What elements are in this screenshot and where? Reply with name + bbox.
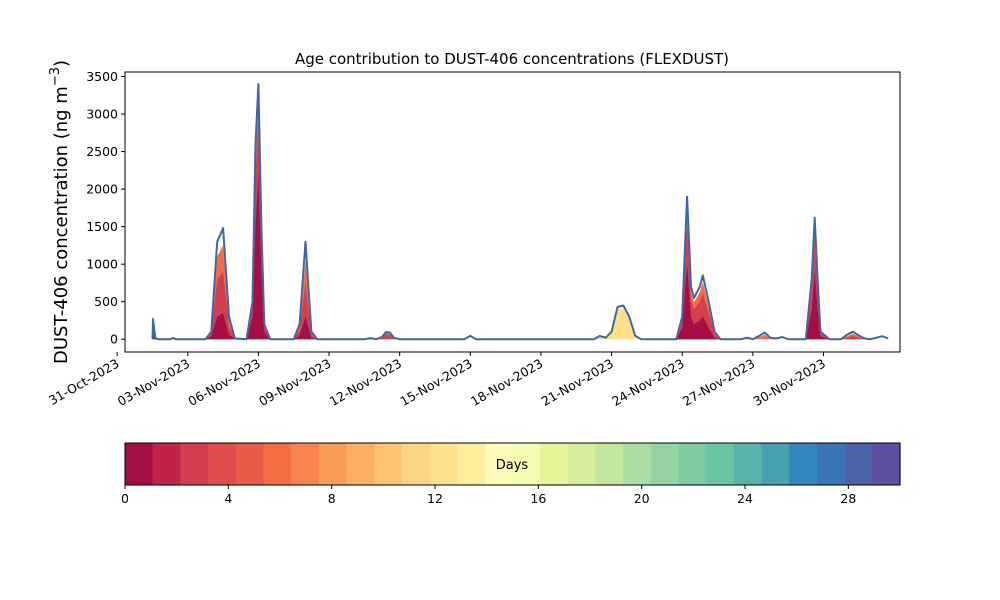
y-tick-label: 1500 [86,219,118,234]
colorbar-frame [124,442,901,486]
colorbar-ticks: 0 4 8 12 16 20 24 28 [121,485,856,506]
plot-areas [151,83,889,341]
age-band-area-3 [593,307,641,340]
colorbar-swatch [263,443,292,485]
y-axis-label: DUST-406 concentration (ng m−3) [48,60,72,364]
colorbar-swatch [540,443,569,485]
x-ticks: 31-Oct-202303-Nov-202306-Nov-202309-Nov-… [46,352,828,409]
total-concentration-line [151,83,889,341]
colorbar-tick-label: 4 [224,491,232,506]
colorbar-swatch [844,443,873,485]
y-tick-label: 1000 [86,257,118,272]
x-tick-label: 03-Nov-2023 [115,356,192,409]
colorbar-swatch [761,443,790,485]
y-tick-label: 3500 [86,69,118,84]
colorbar-label: Days [496,458,529,473]
colorbar-tick-label: 16 [530,491,546,506]
y-tick-label: 500 [94,294,118,309]
y-axis-label-main: DUST-406 concentration (ng m [51,86,72,364]
y-ticks: 0 500 1000 1500 2000 2500 3000 3500 [86,69,125,347]
y-tick-label: 2000 [86,182,118,197]
age-band-area-0 [152,174,830,340]
y-axis-label-close: ) [51,60,72,67]
colorbar-swatch [623,443,652,485]
colorbar-swatch [733,443,763,485]
y-tick-label: 3000 [86,107,118,122]
colorbar-swatch [318,443,348,485]
colorbar-tick-label: 28 [840,491,856,506]
colorbar-swatch [235,443,264,485]
x-tick-label: 24-Nov-2023 [609,356,686,409]
y-tick-label: 2500 [86,144,118,159]
colorbar-swatch [567,443,597,485]
colorbar-tick-label: 8 [328,491,336,506]
x-tick-label: 27-Nov-2023 [680,356,757,409]
colorbar-swatch [816,443,846,485]
plot-frame [124,71,901,353]
x-tick-label: 09-Nov-2023 [256,356,333,409]
colorbar-tick-label: 0 [121,491,129,506]
colorbar-swatch [789,443,818,485]
y-tick-label: 0 [110,332,118,347]
chart-title: Age contribution to DUST-406 concentrati… [295,50,729,68]
colorbar-tick-label: 24 [737,491,753,506]
x-tick-label: 06-Nov-2023 [185,356,262,409]
colorbar-swatch [401,443,431,485]
x-tick-label: 21-Nov-2023 [539,356,616,409]
colorbar-swatch [678,443,707,485]
colorbar-swatch [512,443,541,485]
colorbar-swatch [595,443,624,485]
colorbar-swatch [346,443,375,485]
colorbar [125,443,901,485]
colorbar-tick-label: 12 [427,491,443,506]
x-tick-label: 30-Nov-2023 [750,356,827,409]
colorbar-swatch [650,443,680,485]
colorbar-swatch [484,443,514,485]
colorbar-swatch [152,443,181,485]
x-tick-label: 15-Nov-2023 [397,356,474,409]
colorbar-swatch [429,443,458,485]
colorbar-swatch [180,443,209,485]
colorbar-swatch [872,443,901,485]
colorbar-swatch [291,443,320,485]
colorbar-swatch [706,443,735,485]
x-tick-label: 12-Nov-2023 [327,356,404,409]
x-tick-label: 18-Nov-2023 [468,356,545,409]
colorbar-tick-label: 20 [634,491,650,506]
colorbar-swatch [125,443,154,485]
svg-text:DUST-406 concentration (ng m−3: DUST-406 concentration (ng m−3) [48,60,72,364]
y-axis-label-exponent: −3 [48,67,63,86]
colorbar-swatch [208,443,237,485]
colorbar-swatch [374,443,403,485]
colorbar-swatch [457,443,486,485]
